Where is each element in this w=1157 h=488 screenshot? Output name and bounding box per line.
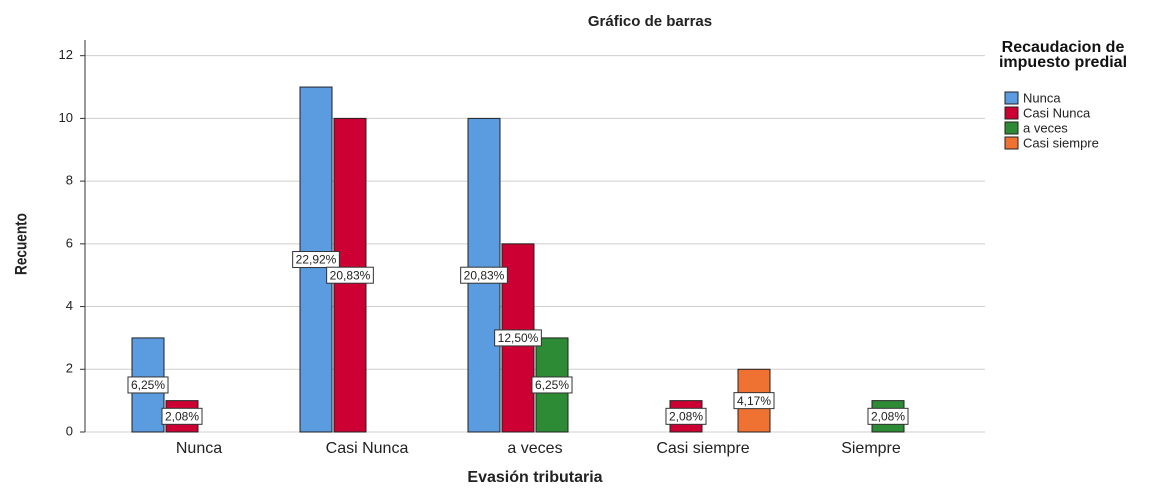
legend-title: Recaudacion de impuesto predial <box>998 39 1128 71</box>
legend-swatch <box>1004 121 1019 135</box>
x-tick-label: Casi Nunca <box>326 440 409 457</box>
data-label: 22,92% <box>296 253 337 267</box>
data-label-box <box>867 407 909 425</box>
y-axis-title: Recuento <box>12 213 31 275</box>
data-label: 6,25% <box>535 378 569 392</box>
x-axis-title: Evasión tributaria <box>467 469 602 486</box>
legend-label: a veces <box>1023 120 1068 135</box>
data-label-box <box>326 266 374 284</box>
data-label: 2,08% <box>165 409 199 423</box>
x-tick-label: Nunca <box>176 440 222 457</box>
y-tick-label: 6 <box>66 235 73 250</box>
y-tick-label: 8 <box>66 173 73 188</box>
data-label-box <box>292 251 340 269</box>
data-label: 12,50% <box>498 331 539 345</box>
legend-swatch <box>1004 91 1019 105</box>
data-label-box <box>733 392 775 410</box>
x-tick-label: Siempre <box>841 440 901 457</box>
data-label: 20,83% <box>330 268 371 282</box>
x-tick-label: Casi siempre <box>656 440 749 457</box>
legend-label: Casi siempre <box>1023 135 1099 150</box>
data-label: 2,08% <box>669 409 703 423</box>
data-label-box <box>161 407 203 425</box>
data-label-box <box>531 376 573 394</box>
data-label: 4,17% <box>737 394 771 408</box>
data-label-box <box>127 376 169 394</box>
y-tick-label: 0 <box>66 423 73 438</box>
data-label: 6,25% <box>131 378 165 392</box>
y-tick-label: 4 <box>66 298 73 313</box>
data-label: 2,08% <box>871 409 905 423</box>
y-tick-label: 2 <box>66 361 73 376</box>
data-label-box <box>460 266 508 284</box>
chart-title: Gráfico de barras <box>588 13 712 30</box>
data-label-box <box>665 407 707 425</box>
legend-swatch <box>1004 136 1019 150</box>
data-label: 20,83% <box>464 268 505 282</box>
data-label-box <box>494 329 542 347</box>
legend-swatch <box>1004 106 1019 120</box>
legend-label: Casi Nunca <box>1023 105 1091 120</box>
y-tick-label: 12 <box>59 47 73 62</box>
legend-label: Nunca <box>1023 90 1061 105</box>
x-tick-label: a veces <box>507 440 562 457</box>
y-tick-label: 10 <box>59 110 73 125</box>
